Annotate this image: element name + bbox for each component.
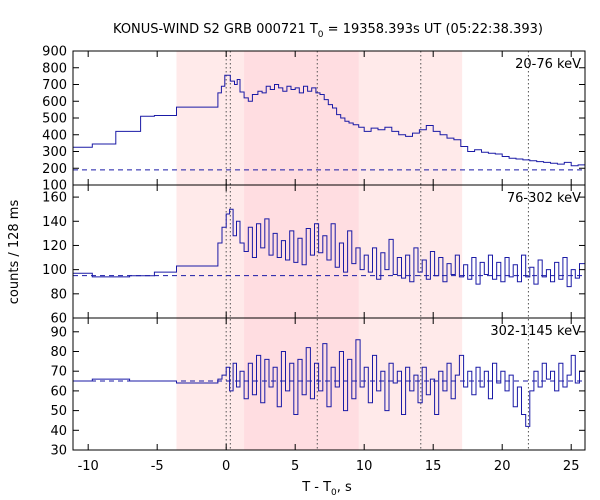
y-tick-label: 80 xyxy=(50,287,67,302)
y-tick-label: 40 xyxy=(50,424,67,439)
series-line-panel-2 xyxy=(73,339,585,427)
y-tick-label: 140 xyxy=(42,215,67,230)
y-tick-label: 200 xyxy=(42,162,67,177)
band-dark-1 xyxy=(244,51,359,450)
y-tick-label: 50 xyxy=(50,404,67,419)
vertical-markers xyxy=(225,51,529,450)
x-tick-label: 0 xyxy=(222,459,230,474)
x-tick-label: 25 xyxy=(563,459,580,474)
chart-title: KONUS-WIND S2 GRB 000721 T0 = 19358.393s… xyxy=(113,22,543,40)
series-line-panel-1 xyxy=(73,208,585,288)
y-tick-label: 90 xyxy=(50,325,67,340)
y-tick-label: 80 xyxy=(50,345,67,360)
x-tick-label: 5 xyxy=(291,459,299,474)
y-tick-label: 100 xyxy=(42,179,67,194)
y-tick-label: 800 xyxy=(42,61,67,76)
y-tick-label: 100 xyxy=(42,263,67,278)
y-tick-label: 60 xyxy=(50,312,67,327)
shaded-bands xyxy=(176,51,463,450)
y-tick-label: 60 xyxy=(50,384,67,399)
y-tick-label: 300 xyxy=(42,145,67,160)
x-tick-label: 10 xyxy=(356,459,373,474)
x-tick-label: 15 xyxy=(425,459,442,474)
x-tick-label: -5 xyxy=(151,459,164,474)
y-tick-label: 700 xyxy=(42,78,67,93)
series-line-panel-0 xyxy=(73,74,585,167)
x-axis-label: T - T0, s xyxy=(301,480,352,498)
count-series xyxy=(73,74,585,427)
y-tick-label: 120 xyxy=(42,239,67,254)
y-tick-label: 500 xyxy=(42,112,67,127)
y-tick-label: 900 xyxy=(42,45,67,60)
y-axis-label: counts / 128 ms xyxy=(7,200,22,305)
x-tick-label: 20 xyxy=(494,459,511,474)
axis-ticks xyxy=(73,50,585,451)
panel-energy-label: 76-302 keV xyxy=(507,191,581,206)
panel-frame-2 xyxy=(72,317,586,451)
panel-energy-label: 20-76 keV xyxy=(515,57,581,72)
y-tick-label: 70 xyxy=(50,365,67,380)
y-tick-label: 400 xyxy=(42,128,67,143)
x-tick-label: -10 xyxy=(78,459,99,474)
y-tick-label: 30 xyxy=(50,444,67,459)
y-tick-label: 160 xyxy=(42,191,67,206)
panel-energy-label: 302-1145 keV xyxy=(490,324,581,339)
y-tick-label: 600 xyxy=(42,95,67,110)
